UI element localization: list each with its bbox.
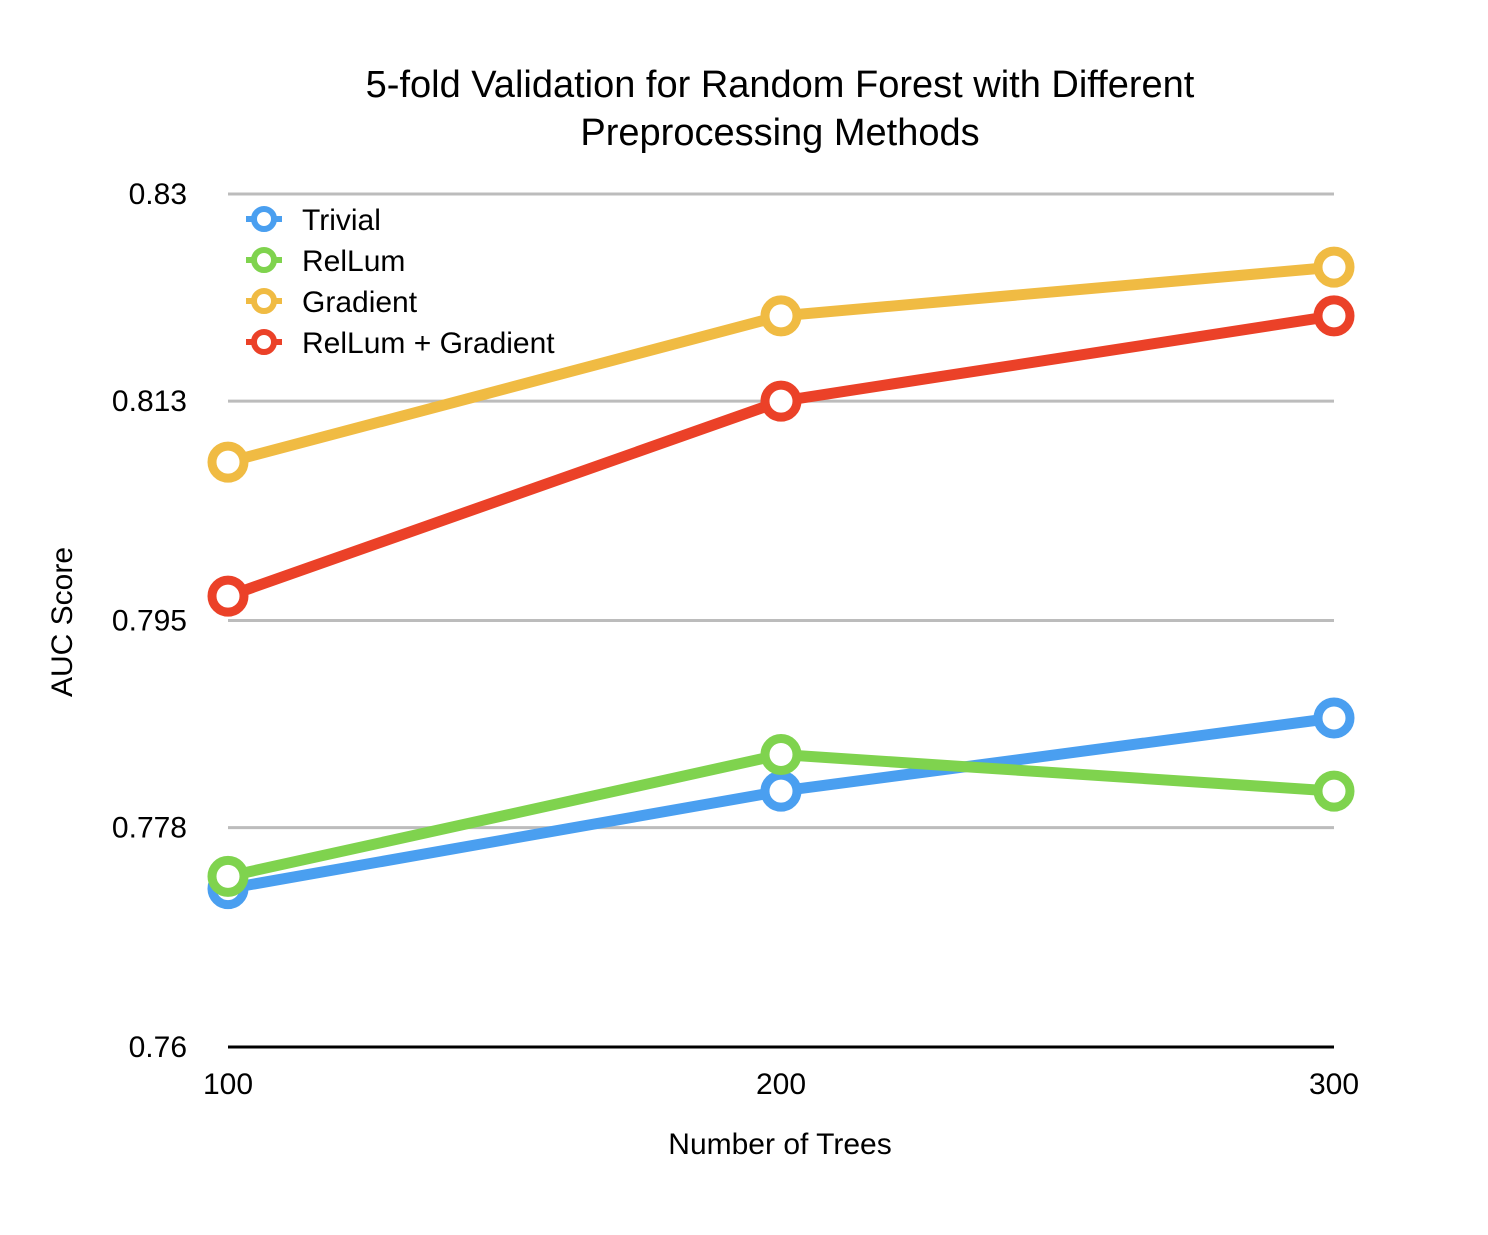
data-point-trivial	[760, 770, 802, 812]
data-point-gradient	[1313, 246, 1355, 288]
data-point-rellum-gradient	[1313, 295, 1355, 337]
data-point-rellum	[1313, 770, 1355, 812]
legend-label-gradient: Gradient	[302, 286, 418, 319]
x-tick-label: 100	[203, 1068, 253, 1101]
x-tick-label: 300	[1309, 1068, 1359, 1101]
legend-label-trivial: Trivial	[302, 204, 381, 237]
data-point-rellum	[760, 734, 802, 776]
legend: Trivial RelLum Gradient RelLum + Gradient	[246, 204, 555, 360]
y-axis-title: AUC Score	[46, 547, 79, 697]
y-tick-label: 0.813	[112, 385, 187, 418]
x-axis-title: Number of Trees	[668, 1128, 891, 1161]
data-point-gradient	[760, 295, 802, 337]
chart-title-line-2: Preprocessing Methods	[580, 112, 979, 154]
legend-swatch-marker-rellum-gradient	[251, 329, 277, 355]
series-layer	[207, 246, 1355, 910]
data-point-trivial	[1313, 697, 1355, 739]
legend-label-rellum: RelLum	[302, 245, 405, 278]
axis-layer: 0.76 0.778 0.795 0.813 0.83 100 200 300	[112, 178, 1359, 1101]
legend-label-rellum-gradient: RelLum + Gradient	[302, 327, 555, 360]
y-tick-label: 0.83	[129, 178, 187, 211]
y-tick-label: 0.778	[112, 812, 187, 845]
chart-title-line-1: 5-fold Validation for Random Forest with…	[366, 64, 1195, 106]
legend-swatch-marker-rellum	[251, 247, 277, 273]
legend-swatch-marker-trivial	[251, 206, 277, 232]
data-point-gradient	[207, 441, 249, 483]
y-tick-label: 0.76	[129, 1031, 187, 1064]
data-point-rellum	[207, 855, 249, 897]
y-tick-label: 0.795	[112, 605, 187, 638]
data-point-rellum-gradient	[207, 575, 249, 617]
data-point-rellum-gradient	[760, 380, 802, 422]
x-tick-label: 200	[756, 1068, 806, 1101]
legend-swatch-marker-gradient	[251, 288, 277, 314]
